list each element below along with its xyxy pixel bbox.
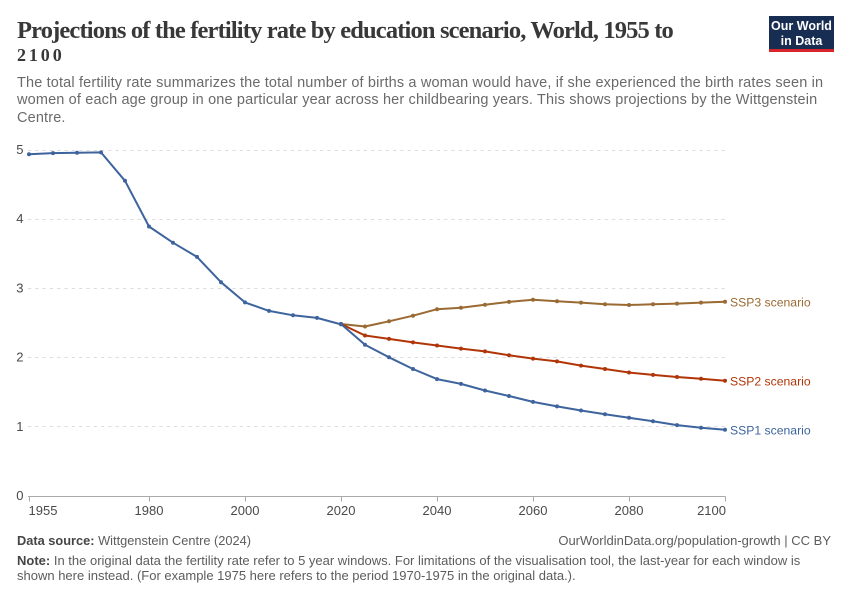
- svg-text:1980: 1980: [135, 503, 164, 518]
- svg-text:5: 5: [16, 142, 23, 157]
- svg-text:2: 2: [16, 350, 23, 365]
- svg-text:SSP2 scenario: SSP2 scenario: [730, 374, 811, 388]
- svg-text:1955: 1955: [29, 503, 58, 518]
- svg-text:3: 3: [16, 280, 23, 295]
- svg-text:2080: 2080: [615, 503, 644, 518]
- svg-text:4: 4: [16, 211, 23, 226]
- svg-text:2000: 2000: [231, 503, 260, 518]
- svg-text:0: 0: [16, 488, 23, 503]
- svg-text:2060: 2060: [519, 503, 548, 518]
- svg-text:2100: 2100: [697, 503, 726, 518]
- svg-text:2040: 2040: [423, 503, 452, 518]
- svg-text:SSP1 scenario: SSP1 scenario: [730, 423, 811, 437]
- svg-text:SSP3 scenario: SSP3 scenario: [730, 295, 811, 309]
- svg-text:2020: 2020: [327, 503, 356, 518]
- svg-text:1: 1: [16, 419, 23, 434]
